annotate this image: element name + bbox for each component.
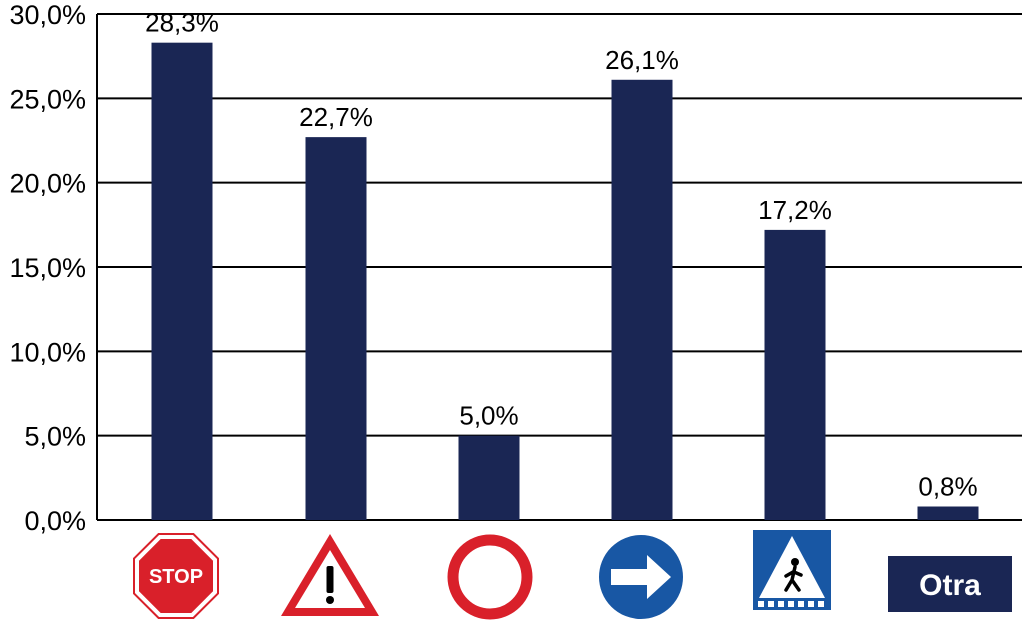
y-tick-label: 10,0% [9, 337, 86, 367]
bar [917, 506, 979, 520]
bar [458, 435, 520, 520]
stop-sign-face [139, 539, 213, 613]
data-label: 0,8% [918, 472, 977, 502]
data-labels: 28,3% 22,7% 5,0% 26,1% 17,2% 0,8% [145, 8, 978, 502]
stop-sign-icon: STOP [133, 533, 219, 619]
pedestrian-crossing-sign-icon [753, 530, 831, 610]
otra-text: Otra [919, 569, 981, 602]
data-label: 26,1% [605, 45, 679, 75]
data-label: 5,0% [459, 401, 518, 431]
y-tick-label: 0,0% [24, 506, 86, 536]
y-tick-label: 25,0% [9, 84, 86, 114]
prohibition-sign-icon [447, 534, 533, 620]
y-axis: 0,0% 5,0% 10,0% 15,0% 20,0% 25,0% 30,0% [9, 0, 98, 536]
y-tick-label: 20,0% [9, 169, 86, 199]
otra-box [888, 556, 1012, 612]
data-label: 22,7% [299, 102, 373, 132]
y-tick-label: 30,0% [9, 0, 86, 30]
bar [611, 79, 673, 520]
gridlines [97, 13, 1022, 521]
otra-category-label: Otra [888, 556, 1012, 612]
y-tick-label: 5,0% [24, 422, 86, 452]
data-label: 17,2% [758, 195, 832, 225]
stop-sign-text: STOP [149, 566, 203, 588]
y-tick-label: 15,0% [9, 253, 86, 283]
x-axis-sign-icons: STOP [133, 530, 1012, 621]
bar [764, 229, 826, 521]
warning-sign-icon [281, 534, 379, 616]
bar [305, 137, 367, 521]
bar [151, 42, 213, 520]
bars [151, 42, 979, 521]
data-label: 28,3% [145, 8, 219, 38]
direction-sign-icon [597, 533, 685, 621]
